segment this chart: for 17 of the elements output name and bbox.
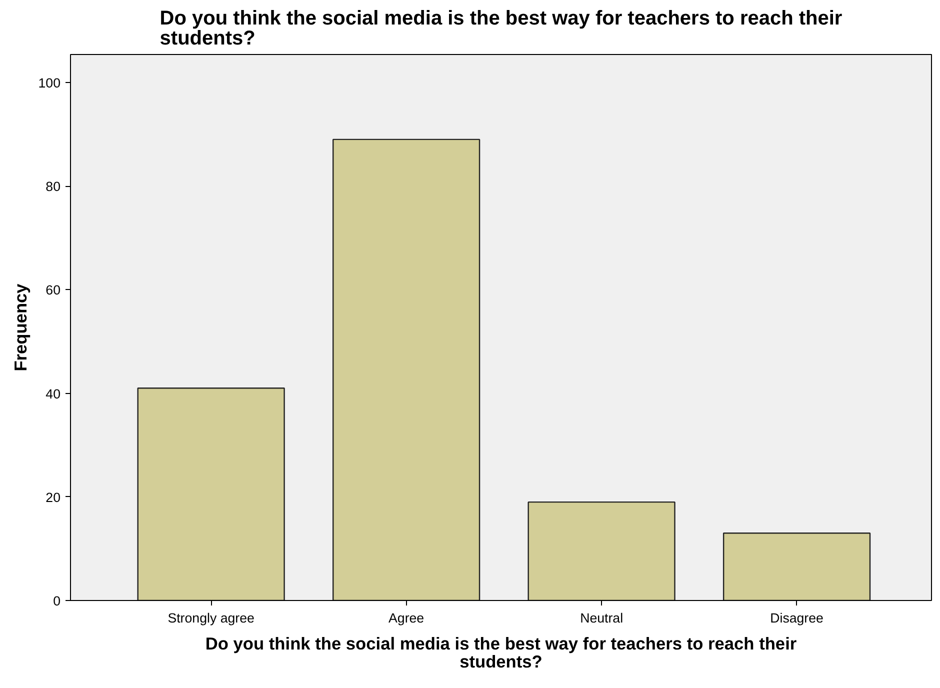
bar — [528, 501, 676, 600]
y-axis-title: Frequency — [10, 283, 30, 372]
y-tick-label: 40 — [46, 386, 61, 402]
bar — [722, 532, 871, 600]
y-tick-label: 60 — [46, 282, 61, 298]
bar — [137, 388, 285, 600]
y-tick-label: 100 — [38, 75, 61, 90]
x-tick-label: Neutral — [580, 610, 624, 626]
y-tick-label: 0 — [53, 594, 61, 608]
chart-title: Do you think the social media is the best way for teachers to reach their students? — [160, 8, 842, 50]
x-tick-label: Agree — [388, 610, 424, 626]
x-tick-label: Strongly agree — [168, 610, 254, 626]
bar — [332, 138, 480, 600]
x-axis-title: Do you think the social media is the best way for teachers to reach their students? — [205, 634, 797, 672]
x-tick-label: Disagree — [770, 610, 824, 626]
y-tick-label: 20 — [46, 490, 61, 505]
y-tick-label: 80 — [46, 179, 61, 194]
